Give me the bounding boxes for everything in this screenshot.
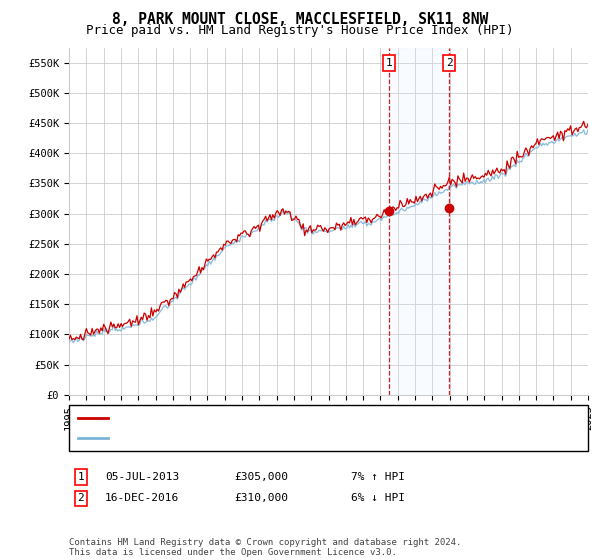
Text: 05-JUL-2013: 05-JUL-2013	[105, 472, 179, 482]
Text: HPI: Average price, detached house, Cheshire East: HPI: Average price, detached house, Ches…	[114, 433, 420, 443]
Text: £310,000: £310,000	[234, 493, 288, 503]
Text: Contains HM Land Registry data © Crown copyright and database right 2024.
This d: Contains HM Land Registry data © Crown c…	[69, 538, 461, 557]
Text: 7% ↑ HPI: 7% ↑ HPI	[351, 472, 405, 482]
Text: 1: 1	[386, 58, 392, 68]
Text: 1: 1	[77, 472, 85, 482]
Bar	[389, 48, 449, 395]
Text: 8, PARK MOUNT CLOSE, MACCLESFIELD, SK11 8NW: 8, PARK MOUNT CLOSE, MACCLESFIELD, SK11 …	[112, 12, 488, 27]
Text: 8, PARK MOUNT CLOSE, MACCLESFIELD, SK11 8NW (detached house): 8, PARK MOUNT CLOSE, MACCLESFIELD, SK11 …	[114, 413, 489, 423]
Text: 6% ↓ HPI: 6% ↓ HPI	[351, 493, 405, 503]
Text: 2: 2	[77, 493, 85, 503]
Text: 2: 2	[446, 58, 452, 68]
Text: 16-DEC-2016: 16-DEC-2016	[105, 493, 179, 503]
Text: Price paid vs. HM Land Registry's House Price Index (HPI): Price paid vs. HM Land Registry's House …	[86, 24, 514, 36]
Text: £305,000: £305,000	[234, 472, 288, 482]
